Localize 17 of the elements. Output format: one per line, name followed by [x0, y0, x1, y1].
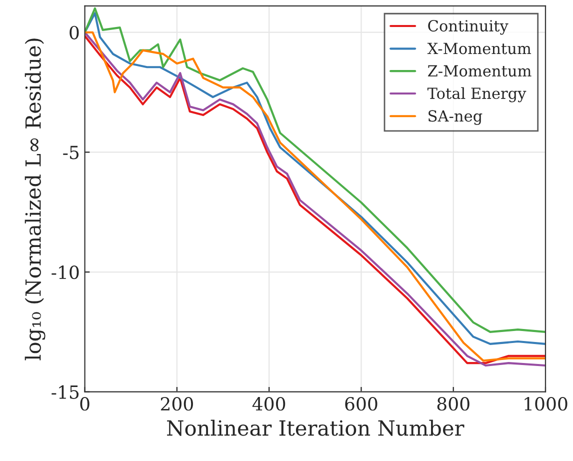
x-tick-label: 0	[80, 397, 90, 411]
legend-label: Continuity	[428, 20, 508, 35]
x-tick-label: 600	[345, 397, 378, 411]
y-tick-label: 0	[70, 26, 79, 40]
y-tick-label: -5	[63, 146, 79, 160]
x-tick-label: 200	[160, 397, 193, 411]
y-tick-label: -10	[52, 265, 79, 280]
legend-label: SA-neg	[428, 110, 482, 125]
legend-label: X-Momentum	[427, 42, 532, 54]
y-tick-label: -15	[52, 385, 79, 399]
x-tick-label: 800	[437, 397, 470, 411]
y-axis-title: log₁₀ (Normalized L∞ Residue)	[24, 38, 46, 360]
x-axis-title: Nonlinear Iteration Number	[167, 420, 464, 436]
x-tick-label: 400	[252, 397, 286, 411]
legend-label: Z-Momentum	[428, 65, 532, 77]
x-tick-label: 1000	[524, 397, 568, 411]
legend-label: Total Energy	[427, 87, 526, 102]
